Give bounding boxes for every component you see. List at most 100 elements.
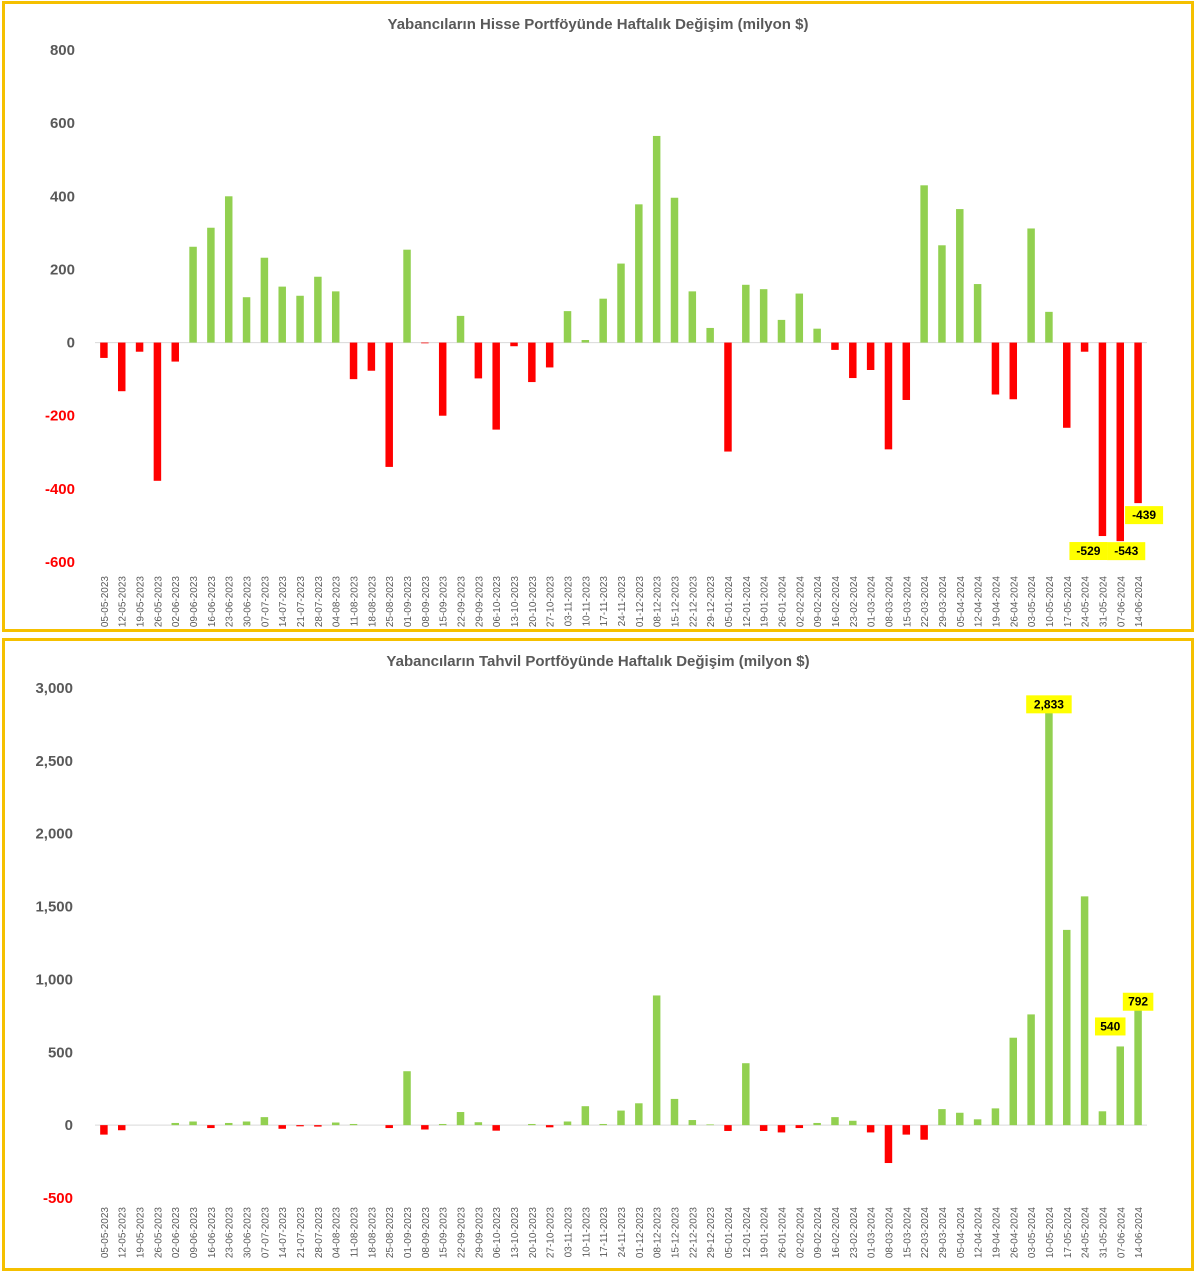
bar [100,342,108,358]
category-label: 24-05-2024 [1081,1207,1092,1259]
bar [759,289,768,343]
category-label: 25-08-2023 [385,576,396,628]
bar [670,1098,679,1126]
category-label: 24-11-2023 [617,1207,628,1258]
category-label: 05-04-2024 [956,576,967,628]
category-label: 09-06-2023 [189,576,200,628]
bar [456,315,465,343]
category-label: 29-12-2023 [706,1207,717,1259]
bar [831,1117,839,1126]
bar [849,342,857,379]
category-label: 11-08-2023 [350,1207,361,1258]
data-label-background [1125,506,1164,525]
category-label: 13-10-2023 [510,1207,521,1259]
category-label: 06-10-2023 [492,576,503,628]
stock-chart-panel: Yabancıların Hisse Portföyünde Haftalık … [2,1,1194,632]
category-label: 01-09-2023 [403,576,414,628]
y-tick-label: 800 [50,42,75,59]
bond-chart-panel: Yabancıların Tahvil Portföyünde Haftalık… [2,638,1194,1271]
category-label: 22-03-2024 [920,1207,931,1259]
category-label: 03-11-2023 [564,576,575,627]
bar [438,1123,447,1126]
bar [242,1121,251,1126]
bar [545,342,554,368]
category-label: 14-07-2023 [278,1207,289,1259]
bar [385,342,393,467]
bar [1080,342,1089,352]
bar [617,263,625,343]
bar [635,204,643,343]
stock-chart-title: Yabancıların Hisse Portföyünde Haftalık … [387,16,809,33]
data-label: -529 [1076,544,1100,558]
data-label: 540 [1100,1019,1120,1033]
category-label: 29-03-2024 [938,576,949,628]
bar [314,1125,322,1127]
bar [118,1125,126,1131]
y-tick-label: -600 [45,554,75,571]
category-label: 30-06-2023 [243,1207,254,1259]
category-label: 26-04-2024 [1009,576,1020,628]
category-label: 02-02-2024 [795,1207,806,1259]
bar [991,342,1000,395]
bar [331,1122,340,1126]
category-label: 15-09-2023 [439,1207,450,1259]
category-label: 27-10-2023 [546,576,557,628]
bar [956,1112,964,1126]
bar [563,1121,572,1126]
y-tick-label: 3,000 [35,680,73,697]
category-label: 07-07-2023 [260,1207,271,1259]
category-label: 15-12-2023 [670,1207,681,1259]
bar [260,257,269,343]
category-label: 03-11-2023 [564,1207,575,1258]
bar [385,1125,393,1129]
bar [1045,712,1053,1126]
bar [296,1125,304,1127]
data-label: 2,833 [1034,697,1064,711]
category-label: 29-09-2023 [474,576,485,628]
data-label-background [1095,1017,1126,1036]
category-label: 13-10-2023 [510,576,521,628]
category-label: 28-07-2023 [314,1207,325,1259]
bar [724,1125,732,1131]
bar [224,1122,233,1126]
category-label: 22-09-2023 [457,1207,468,1259]
category-label: 05-05-2023 [100,576,111,628]
bar [331,291,340,343]
category-label: 12-01-2024 [742,576,753,628]
bar [1009,342,1018,400]
category-label: 19-04-2024 [991,1207,1002,1259]
category-label: 26-04-2024 [1009,1207,1020,1259]
bar [1027,228,1035,343]
category-label: 23-06-2023 [225,1207,236,1259]
category-label: 19-05-2023 [136,1207,147,1259]
category-label: 19-04-2024 [991,576,1002,628]
category-label: 09-02-2024 [813,576,824,628]
category-label: 20-10-2023 [528,1207,539,1259]
bar [902,1125,911,1135]
category-label: 29-03-2024 [938,1207,949,1259]
category-label: 26-05-2023 [153,576,164,628]
bar [1063,342,1071,428]
y-tick-label: 600 [50,115,75,132]
bar [563,311,572,343]
category-label: 04-08-2023 [332,1207,343,1259]
bar [706,327,714,343]
category-label: 10-11-2023 [581,576,592,627]
category-label: 26-01-2024 [777,576,788,628]
bar [938,245,946,343]
y-tick-label: 500 [48,1044,73,1061]
bond-chart-plot: 3,000 2,500 2,000 1,500 1,000 500 0 -500 05-05-2… [35,680,1154,1259]
category-label: 07-06-2024 [1116,576,1127,628]
data-label: -543 [1114,544,1138,558]
bar [920,1125,928,1140]
bar [884,342,893,450]
y-tick-label: 2,500 [35,753,73,770]
category-label: 22-12-2023 [688,1207,699,1259]
bar [456,1112,465,1126]
category-label: 12-01-2024 [742,1207,753,1259]
category-label: 23-02-2024 [849,1207,860,1259]
category-label: 02-06-2023 [171,576,182,628]
data-label-background [1069,542,1108,561]
category-label: 16-02-2024 [831,576,842,628]
bar [884,1125,893,1164]
